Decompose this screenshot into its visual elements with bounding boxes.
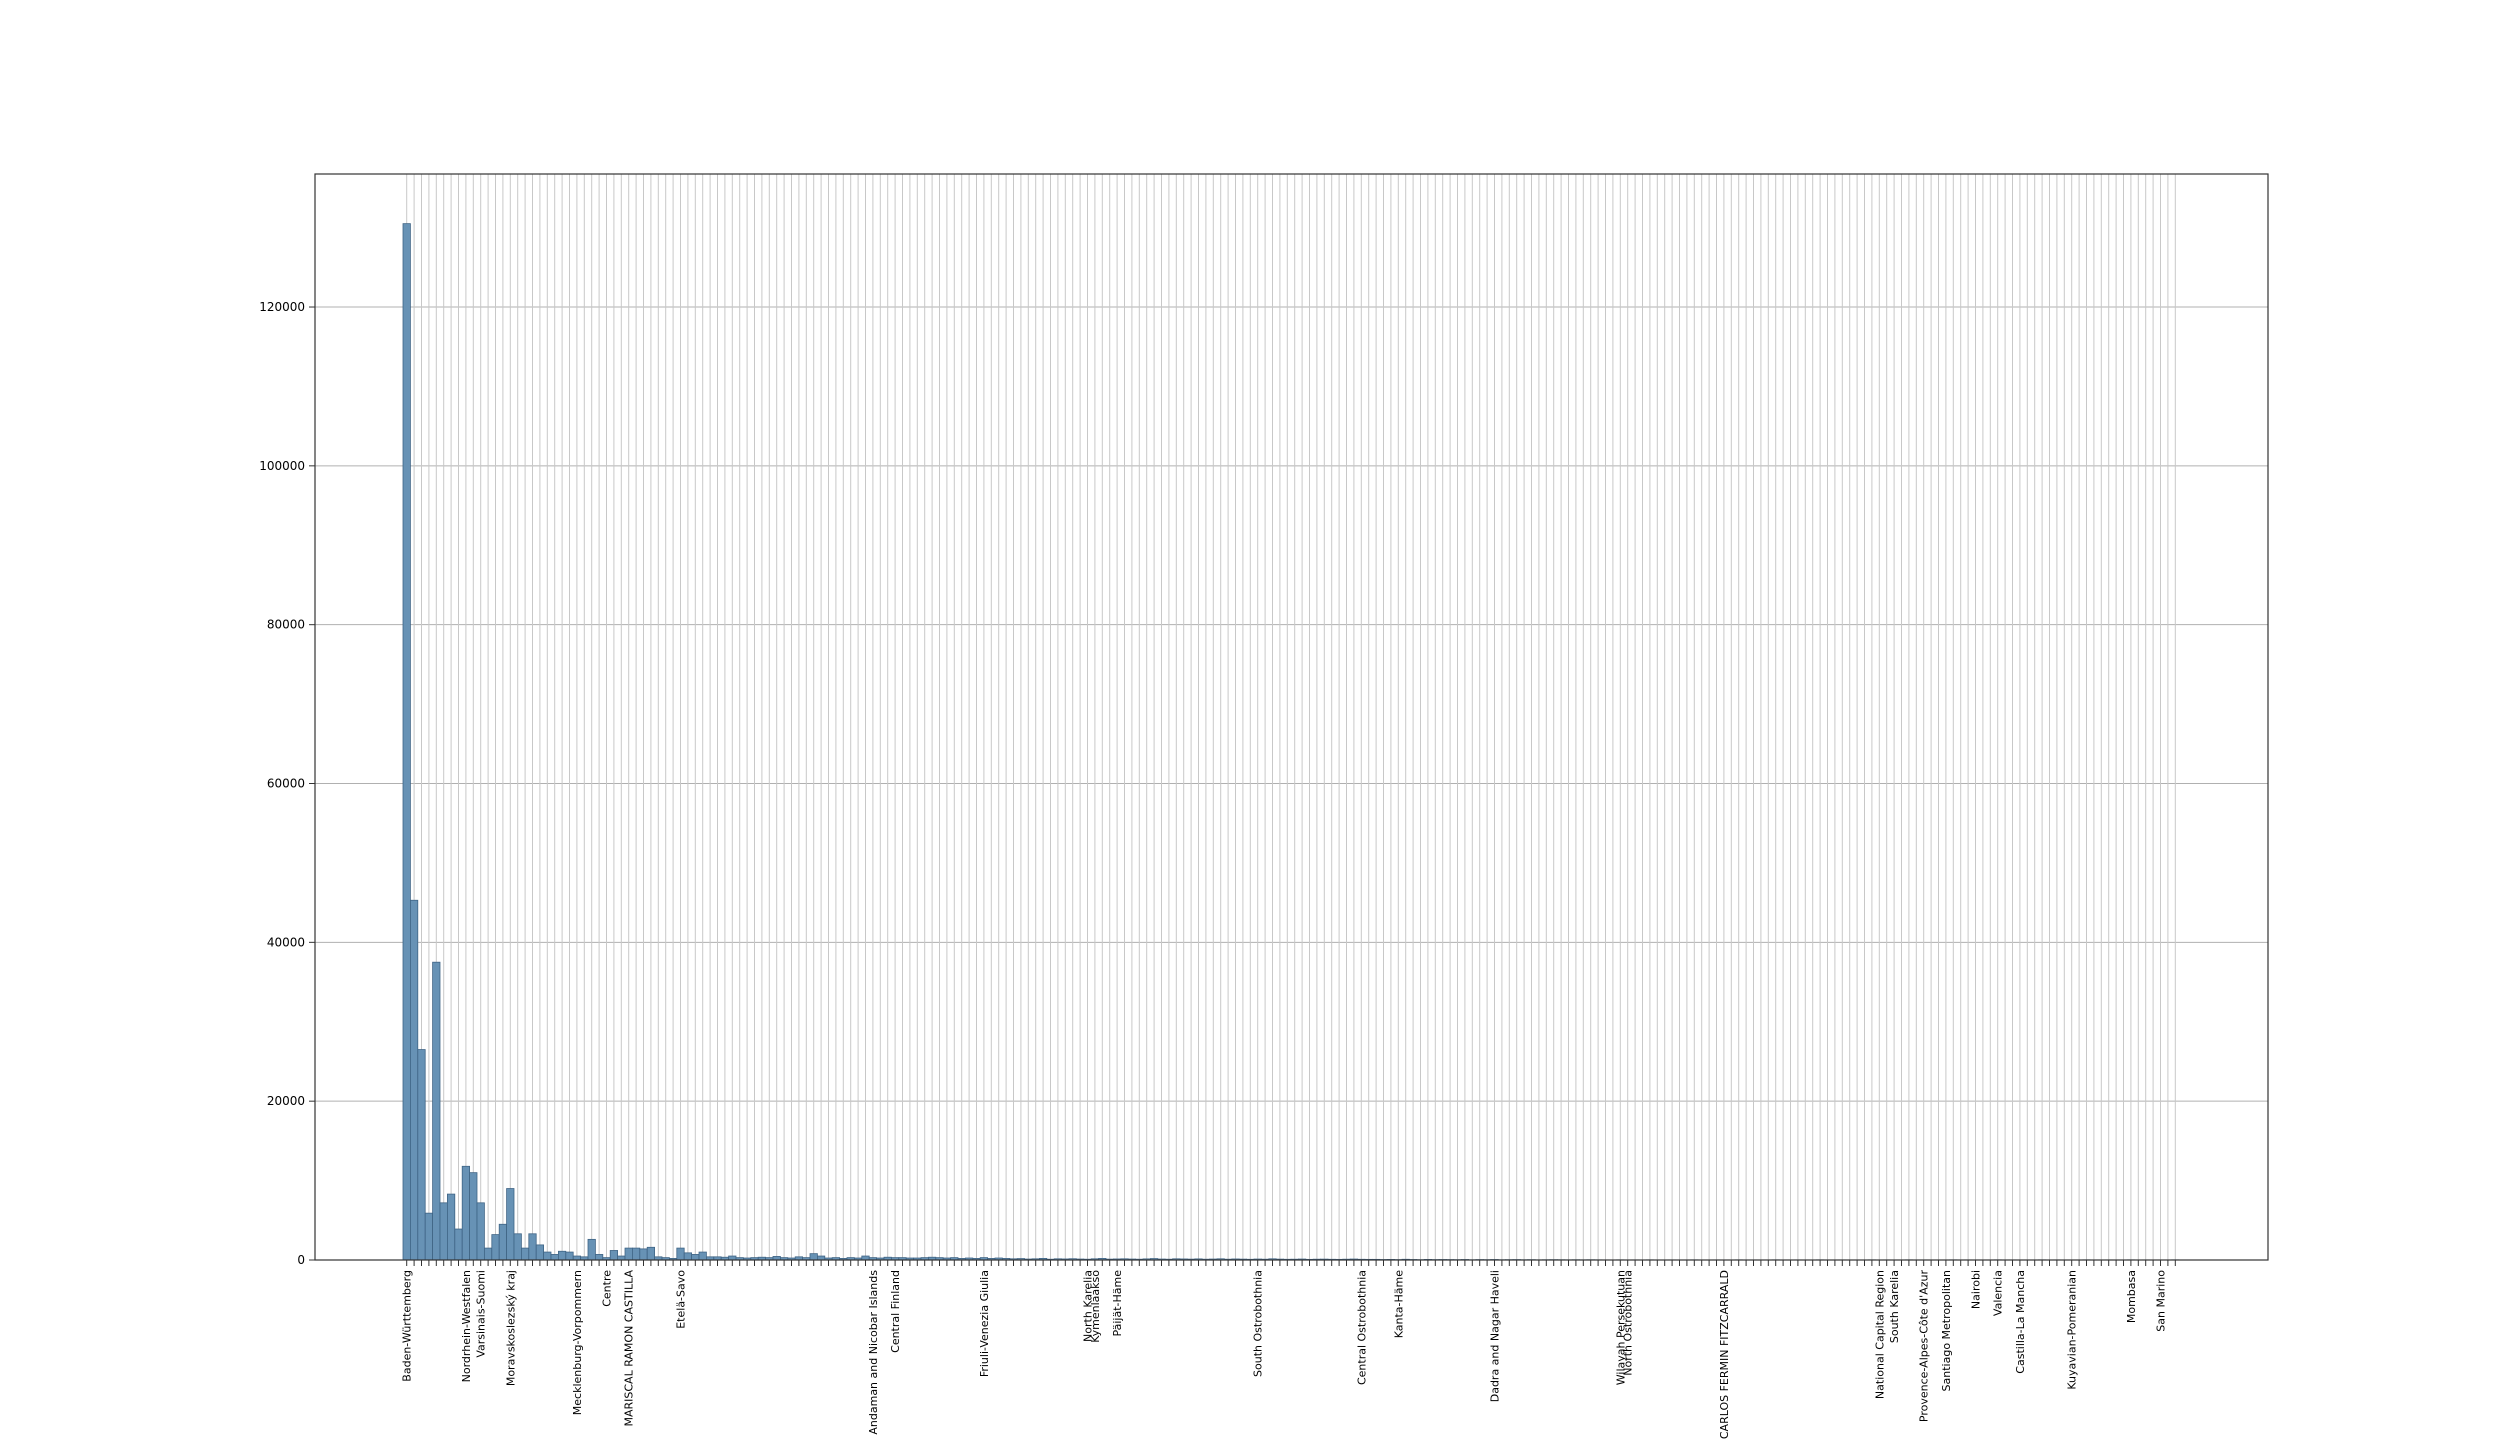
bar: [632, 1247, 641, 1261]
x-tick-label: San Marino: [2155, 1270, 2168, 1332]
y-tick-label: 100000: [259, 459, 305, 473]
bar: [535, 1244, 545, 1261]
x-tick-label: National Capital Region: [1873, 1270, 1886, 1399]
x-tick-label: Kuyavian-Pomeranian: [2066, 1270, 2079, 1390]
bar: [498, 1223, 508, 1261]
x-tick-label: Nairobi: [1970, 1270, 1983, 1309]
bar: [639, 1248, 648, 1261]
bar: [587, 1238, 596, 1261]
y-tick-label: 80000: [267, 618, 305, 632]
bar: [565, 1251, 574, 1261]
x-tick-label: South Karelia: [1888, 1270, 1901, 1343]
x-tick-label: Nordrhein-Westfalen: [460, 1270, 473, 1382]
labels: 0 20000 40000 60000 80000 100000 120000 Baden-W…: [259, 300, 2176, 1439]
x-tick-label: Varsinais-Suomi: [475, 1270, 488, 1358]
x-tick-label: Moravskoslezský kraj: [504, 1270, 517, 1386]
bar: [550, 1254, 559, 1261]
x-tick-label: Dadra and Nagar Haveli: [1489, 1270, 1502, 1402]
bar: [676, 1247, 685, 1261]
x-tick-label: South Ostrobothnia: [1252, 1270, 1265, 1377]
y-tick-label: 20000: [267, 1094, 305, 1108]
bar: [424, 1212, 434, 1261]
x-tick-label: Friuli-Venezia Giulia: [978, 1270, 991, 1377]
y-tick-label: 60000: [267, 777, 305, 791]
x-tick-label: North Karelia: [1082, 1270, 1095, 1342]
bar: [543, 1251, 552, 1261]
y-tick-label: 0: [297, 1253, 305, 1267]
x-tick-label: Etelä-Savo: [675, 1270, 688, 1329]
x-tick-label: Wilayah Persekutuan: [1614, 1270, 1627, 1385]
x-tick-label: North Ostrobothnia: [1622, 1270, 1635, 1376]
x-tick-label: Baden-Württemberg: [401, 1270, 414, 1382]
x-tick-label: Kymenlaakso: [1089, 1270, 1102, 1343]
x-tick-label: Provence-Alpes-Côte d'Azur: [1918, 1270, 1931, 1423]
bar: [476, 1202, 485, 1261]
bar: [409, 899, 419, 1261]
bar: [417, 1049, 426, 1261]
bar: [809, 1253, 818, 1261]
bar: [513, 1233, 522, 1261]
bar: [595, 1254, 604, 1261]
bar: [506, 1188, 515, 1261]
x-tick-label: Päijät-Häme: [1111, 1270, 1124, 1337]
x-tick-label: Mombasa: [2125, 1270, 2138, 1323]
plot-frame: [314, 173, 2269, 1261]
bar: [698, 1251, 707, 1261]
bar: [491, 1234, 500, 1261]
x-tick-label: Santiago Metropolitan: [1940, 1270, 1953, 1391]
bar: [461, 1165, 471, 1261]
bar: [646, 1246, 656, 1261]
x-tick-label: Kanta-Häme: [1392, 1270, 1405, 1338]
bar: [609, 1250, 619, 1261]
bar: [624, 1247, 633, 1261]
x-tick-label: Central Ostrobothnia: [1355, 1270, 1368, 1385]
x-tick-label: Central Finland: [889, 1270, 902, 1353]
bar: [446, 1193, 456, 1261]
y-tick-label: 40000: [267, 935, 305, 949]
bar: [521, 1247, 530, 1261]
bar: [528, 1233, 537, 1261]
x-tick-label: Castilla-La Mancha: [2014, 1270, 2027, 1374]
bar: [558, 1250, 567, 1261]
bar: [691, 1254, 700, 1261]
bar: [483, 1247, 493, 1261]
y-tick-label: 120000: [259, 300, 305, 314]
bar: [683, 1252, 693, 1261]
bar: [402, 223, 411, 1261]
x-tick-label: MARISCAL RAMON CASTILLA: [623, 1270, 636, 1427]
x-tick-label: Andaman and Nicobar Islands: [867, 1270, 880, 1435]
x-tick-label: Valencia: [1992, 1270, 2005, 1316]
x-tick-label: Mecklenburg-Vorpommern: [571, 1270, 584, 1415]
bar: [454, 1228, 463, 1261]
bar: [469, 1172, 478, 1261]
bars: [402, 223, 2180, 1261]
x-tick-label: CARLOS FERMIN FITZCARRALD: [1718, 1270, 1731, 1439]
bar: [432, 961, 441, 1261]
bar: [439, 1202, 448, 1261]
grid: [309, 174, 2268, 1261]
x-tick-label: Centre: [601, 1270, 614, 1307]
